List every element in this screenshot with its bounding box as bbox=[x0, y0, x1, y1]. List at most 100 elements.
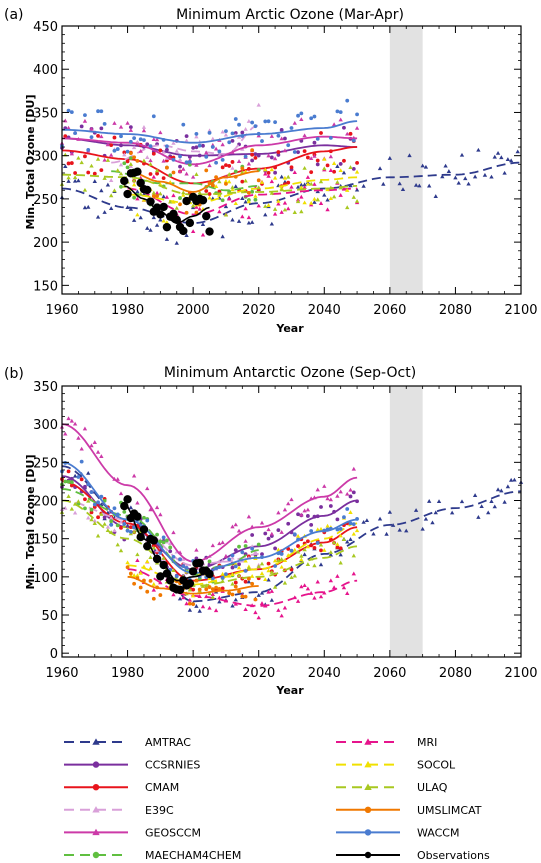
data-point bbox=[246, 579, 252, 584]
data-point bbox=[282, 200, 288, 205]
y-tick-label: 0 bbox=[50, 647, 58, 662]
data-point bbox=[66, 494, 71, 498]
data-point bbox=[102, 121, 107, 126]
data-point bbox=[354, 198, 360, 203]
data-point bbox=[354, 125, 360, 130]
data-point bbox=[260, 552, 264, 557]
data-point bbox=[204, 154, 209, 159]
data-point bbox=[328, 168, 334, 173]
data-point bbox=[302, 182, 307, 187]
series-cmam bbox=[62, 131, 359, 202]
legend-label: CMAM bbox=[145, 781, 179, 794]
legend-item-cmam: CMAM bbox=[64, 781, 179, 794]
data-point bbox=[63, 134, 68, 139]
data-point bbox=[276, 547, 281, 552]
data-point bbox=[260, 139, 264, 143]
data-point bbox=[266, 568, 271, 573]
data-point bbox=[108, 193, 114, 198]
data-point bbox=[276, 528, 281, 533]
data-point bbox=[319, 131, 323, 135]
data-point bbox=[66, 479, 71, 484]
data-point bbox=[345, 205, 350, 210]
data-point bbox=[220, 558, 225, 563]
data-point bbox=[256, 593, 261, 597]
data-point bbox=[335, 179, 340, 184]
data-point bbox=[217, 541, 222, 546]
data-point bbox=[148, 507, 153, 512]
data-point bbox=[276, 198, 281, 203]
data-point bbox=[168, 173, 173, 178]
data-point bbox=[205, 569, 214, 579]
data-point bbox=[240, 214, 245, 219]
data-point bbox=[505, 484, 511, 489]
data-point bbox=[299, 111, 304, 116]
data-point bbox=[309, 529, 314, 533]
data-point bbox=[207, 585, 212, 589]
data-point bbox=[335, 164, 340, 168]
data-point bbox=[202, 211, 211, 221]
data-point bbox=[135, 500, 140, 505]
data-point bbox=[351, 466, 356, 471]
data-point bbox=[230, 592, 235, 597]
data-point bbox=[459, 499, 465, 504]
data-point bbox=[162, 222, 172, 232]
data-point bbox=[276, 201, 281, 206]
data-point bbox=[194, 578, 199, 583]
data-point bbox=[227, 140, 232, 145]
data-point bbox=[319, 505, 323, 509]
data-point bbox=[325, 163, 330, 168]
data-point bbox=[269, 134, 275, 138]
data-point bbox=[148, 162, 153, 166]
data-point bbox=[220, 129, 225, 134]
data-point bbox=[220, 165, 225, 170]
data-point bbox=[312, 563, 317, 568]
data-point bbox=[168, 541, 173, 546]
data-point bbox=[83, 154, 87, 159]
data-point bbox=[338, 527, 343, 531]
data-point bbox=[210, 576, 215, 581]
data-point bbox=[171, 592, 176, 597]
data-point bbox=[118, 548, 124, 553]
data-point bbox=[138, 137, 143, 142]
data-point bbox=[236, 159, 242, 164]
data-point bbox=[230, 565, 235, 570]
data-point bbox=[89, 135, 94, 140]
data-point bbox=[227, 196, 232, 201]
data-point bbox=[145, 142, 150, 147]
data-point bbox=[158, 512, 163, 517]
data-point bbox=[246, 190, 251, 195]
data-point bbox=[109, 522, 114, 527]
data-point bbox=[161, 158, 166, 163]
data-point bbox=[230, 187, 235, 192]
data-point bbox=[292, 150, 297, 154]
data-point bbox=[325, 207, 330, 212]
data-point bbox=[289, 575, 294, 580]
legend-item-mri: MRI bbox=[336, 736, 437, 749]
data-point bbox=[266, 577, 271, 582]
data-point bbox=[102, 515, 107, 520]
data-point bbox=[282, 207, 288, 212]
data-point bbox=[302, 508, 307, 513]
data-point bbox=[145, 155, 150, 159]
data-point bbox=[351, 166, 356, 171]
data-point bbox=[276, 510, 281, 515]
data-point bbox=[227, 557, 232, 562]
data-point bbox=[309, 523, 314, 527]
x-tick-label: 2100 bbox=[504, 303, 537, 318]
series-line bbox=[123, 503, 210, 582]
data-point bbox=[171, 554, 176, 559]
data-point bbox=[387, 156, 393, 160]
data-point bbox=[272, 211, 278, 216]
data-point bbox=[237, 589, 241, 594]
data-point bbox=[430, 520, 435, 525]
data-point bbox=[149, 536, 158, 545]
data-point bbox=[308, 200, 314, 205]
data-point bbox=[427, 498, 432, 503]
data-point bbox=[161, 194, 166, 199]
data-point bbox=[420, 163, 425, 168]
data-point bbox=[312, 196, 317, 201]
data-point bbox=[210, 136, 215, 141]
data-point bbox=[89, 517, 94, 522]
data-point bbox=[309, 170, 314, 175]
data-point bbox=[161, 176, 166, 181]
